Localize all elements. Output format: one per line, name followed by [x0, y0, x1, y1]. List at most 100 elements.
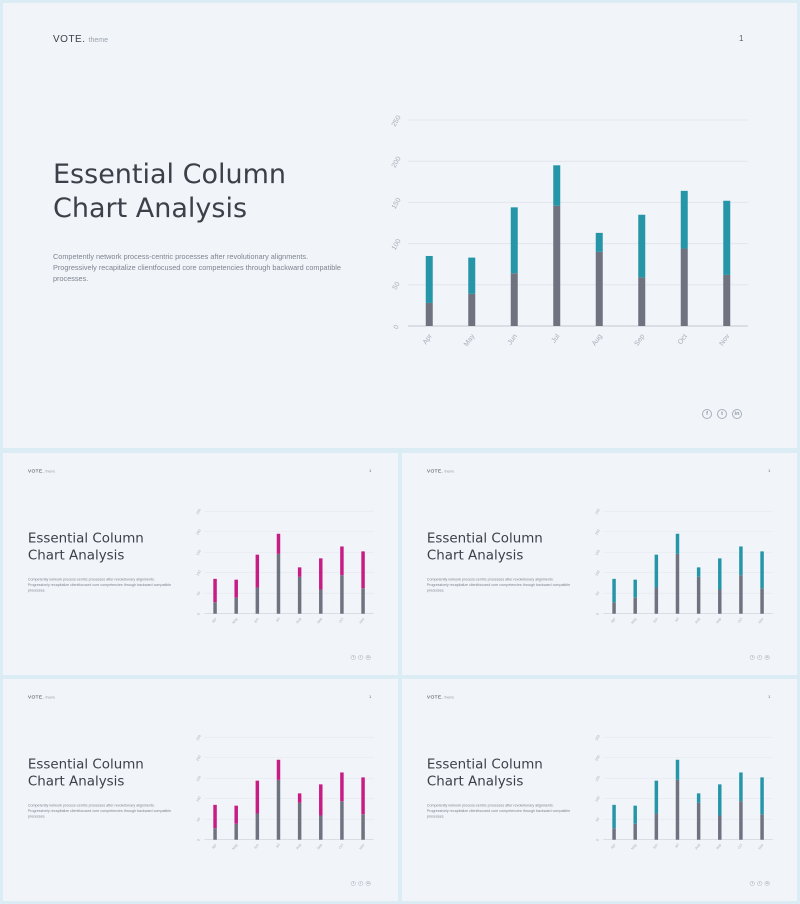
brand-logo: VOTE.theme: [28, 468, 55, 473]
x-tick-label: Apr: [610, 842, 617, 849]
bar-sep-series-2: [319, 558, 323, 590]
y-tick-label: 0: [595, 612, 599, 616]
bar-aug-series-2: [297, 567, 302, 577]
bar-jul-series-2: [675, 759, 680, 780]
bar-aug-series-2: [297, 793, 302, 803]
facebook-icon[interactable]: f: [749, 654, 755, 660]
bar-aug-series-1: [595, 251, 603, 326]
x-tick-label: Oct: [338, 843, 344, 850]
social-links: f t in: [702, 409, 742, 419]
y-tick-label: 100: [195, 796, 201, 803]
bar-sep-series-1: [718, 815, 722, 840]
x-tick-label: Aug: [295, 617, 302, 624]
linkedin-icon[interactable]: in: [764, 654, 770, 660]
x-tick-label: May: [231, 617, 238, 625]
social-links: f t in: [350, 654, 371, 660]
x-tick-label: Nov: [359, 843, 366, 851]
slide-content: VOTE.theme 1 Essential Column Chart Anal…: [402, 679, 797, 900]
bar-aug-series-1: [696, 576, 701, 614]
linkedin-icon[interactable]: in: [732, 409, 742, 419]
bar-sep-series-1: [638, 277, 646, 326]
bar-sep-series-2: [718, 558, 722, 590]
bar-nov-series-1: [760, 814, 764, 840]
slide-title: Essential Column Chart Analysis: [427, 756, 581, 790]
bar-aug-series-1: [696, 802, 701, 840]
slide-thumbnail-magenta-2[interactable]: VOTE.theme 1 Essential Column Chart Anal…: [3, 679, 398, 901]
social-links: f t in: [350, 880, 371, 886]
brand-theme: theme: [88, 37, 108, 44]
slide-title-line-2: Chart Analysis: [426, 773, 524, 789]
x-tick-label: Nov: [758, 843, 765, 851]
bar-oct-series-1: [340, 575, 344, 614]
bar-nov-series-2: [760, 777, 764, 815]
slide-content: VOTE.theme 1 Essential Column Chart Anal…: [402, 453, 797, 674]
slide-title: Essential Column Chart Analysis: [28, 756, 182, 790]
twitter-icon[interactable]: t: [717, 409, 727, 419]
bar-jul-series-2: [276, 759, 281, 780]
x-tick-label: Nov: [719, 333, 732, 348]
slide-thumbnail-magenta-1[interactable]: VOTE.theme 1 Essential Column Chart Anal…: [3, 453, 398, 675]
y-tick-label: 50: [595, 591, 600, 596]
slide-title-line-1: Essential Column: [53, 159, 287, 190]
bar-apr-series-1: [612, 828, 616, 840]
bar-oct-series-2: [340, 772, 344, 802]
bar-aug-series-2: [595, 232, 603, 252]
x-tick-label: Sep: [316, 617, 323, 624]
bar-oct-series-1: [739, 575, 743, 614]
bar-sep-series-1: [319, 815, 323, 840]
facebook-icon[interactable]: f: [350, 654, 356, 660]
slide-title: Essential Column Chart Analysis: [53, 158, 363, 226]
page-number: 1: [768, 468, 771, 473]
bar-oct-series-1: [680, 248, 688, 326]
slide-thumbnail-teal-1[interactable]: VOTE.theme 1 Essential Column Chart Anal…: [402, 453, 797, 675]
bar-nov-series-1: [760, 588, 764, 614]
bar-nov-series-1: [361, 814, 365, 840]
x-tick-label: Sep: [634, 333, 647, 347]
twitter-icon[interactable]: t: [757, 880, 763, 886]
linkedin-icon[interactable]: in: [764, 880, 770, 886]
y-tick-label: 250: [594, 734, 600, 741]
y-tick-label: 200: [594, 755, 600, 762]
bar-jun-series-2: [510, 207, 518, 274]
x-tick-label: May: [231, 843, 238, 851]
bar-oct-series-2: [739, 772, 743, 802]
bar-jun-series-1: [654, 813, 659, 840]
bar-apr-series-2: [213, 804, 217, 829]
bar-jul-series-1: [675, 553, 680, 614]
page-number: 1: [768, 694, 771, 699]
slide-content: VOTE.theme 1 Essential Column Chart Anal…: [3, 3, 797, 448]
linkedin-icon[interactable]: in: [365, 880, 371, 886]
twitter-icon[interactable]: t: [358, 654, 364, 660]
x-tick-label: Aug: [694, 843, 701, 850]
y-tick-label: 100: [391, 238, 403, 252]
bar-nov-series-2: [723, 200, 731, 275]
bar-may-series-1: [468, 293, 476, 326]
linkedin-icon[interactable]: in: [365, 654, 371, 660]
x-tick-label: Aug: [295, 843, 302, 850]
bar-nov-series-2: [361, 551, 365, 589]
bar-may-series-2: [468, 257, 476, 294]
y-tick-label: 200: [594, 529, 600, 536]
bar-nov-series-1: [361, 588, 365, 614]
bar-oct-series-2: [680, 190, 688, 249]
x-tick-label: Nov: [359, 617, 366, 625]
facebook-icon[interactable]: f: [350, 880, 356, 886]
page-number: 1: [369, 468, 372, 473]
facebook-icon[interactable]: f: [702, 409, 712, 419]
brand-logo: VOTE.theme: [28, 694, 55, 699]
slide-thumbnail-teal-2[interactable]: VOTE.theme 1 Essential Column Chart Anal…: [402, 679, 797, 901]
bar-may-series-1: [234, 597, 238, 614]
page-number: 1: [739, 34, 744, 43]
twitter-icon[interactable]: t: [757, 654, 763, 660]
x-tick-label: Apr: [211, 616, 218, 623]
y-tick-label: 200: [391, 156, 403, 170]
x-tick-label: Jun: [652, 617, 659, 624]
bar-jul-series-1: [276, 553, 281, 614]
facebook-icon[interactable]: f: [749, 880, 755, 886]
y-tick-label: 0: [595, 838, 599, 842]
brand-theme: theme: [45, 469, 56, 474]
brand-name: VOTE.: [27, 694, 45, 700]
twitter-icon[interactable]: t: [358, 880, 364, 886]
y-tick-label: 150: [195, 775, 201, 782]
bar-may-series-2: [234, 805, 238, 824]
